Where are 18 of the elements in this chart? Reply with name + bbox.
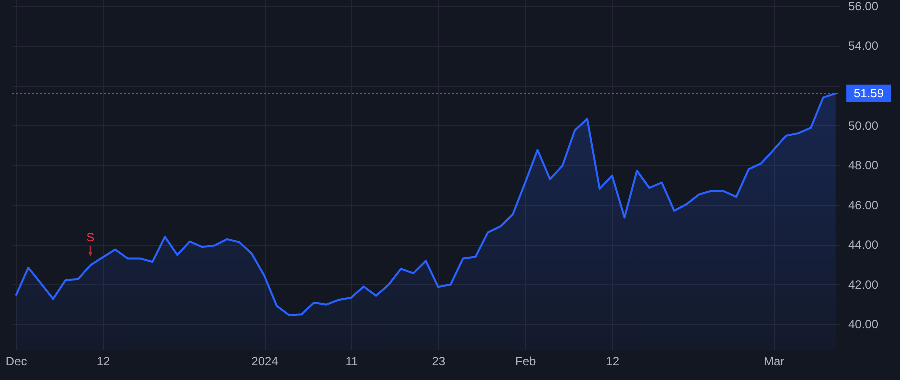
y-tick-label: 50.00 [848,118,879,133]
y-tick-label: 46.00 [848,198,879,212]
x-tick-label: 12 [606,354,620,368]
x-tick-label: 11 [346,354,359,368]
y-tick-label: 44.00 [848,238,879,252]
ref-line-label: 51.59 [854,86,884,101]
x-tick-label: 2024 [252,354,279,368]
annotation: S [86,230,95,244]
y-tick-label: 42.00 [848,278,879,292]
y-tick-label: 48.00 [848,158,879,173]
y-tick-label: 40.00 [848,318,879,332]
x-tick-label: Dec [6,354,28,368]
x-tick-label: 23 [432,354,446,368]
x-tick-label: Mar [764,354,785,368]
x-tick-label: 12 [96,354,111,368]
y-tick-label: 54.00 [848,39,879,54]
x-tick-label: Feb [516,354,537,368]
y-tick-label: 56.00 [848,0,879,14]
